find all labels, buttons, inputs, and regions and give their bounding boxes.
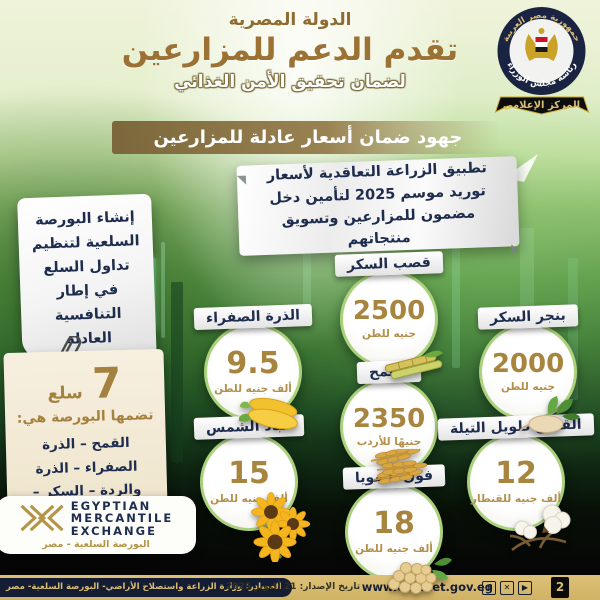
- page-title: تقدم الدعم للمزارعين: [121, 32, 459, 68]
- chart-bar-decor: [303, 250, 311, 308]
- commodity-name: بنجر السكر: [477, 304, 579, 330]
- cabinet-logo: جمهورية مصر العربية رئاسة مجلس الوزراء ا…: [494, 7, 590, 115]
- price-unit: جنيه للطن: [361, 328, 417, 340]
- price-value: 18: [373, 506, 415, 541]
- price-value: 2350: [352, 404, 426, 434]
- eagle-emblem-icon: [525, 28, 558, 61]
- chart-bar-decor: [452, 248, 460, 368]
- soybean-icon: [388, 557, 452, 594]
- price-unit: ألف جنيه للطن: [355, 543, 433, 555]
- sugarcane-icon: [384, 350, 443, 380]
- price-circle: 9.5 ألف جنيه للطن: [204, 323, 302, 430]
- price-unit: جنيه للطن: [500, 381, 556, 393]
- price-card-wheat: القمح 2350 جنيهًا للأردب: [333, 359, 445, 487]
- emx-line1: EGYPTIAN: [70, 498, 152, 513]
- price-value: 12: [495, 456, 537, 491]
- cotton-icon: [509, 504, 571, 552]
- emx-line2: MERCANTILE: [70, 511, 174, 526]
- chart-bar-decor: [161, 242, 165, 338]
- price-circle: 2500 جنيه للطن: [340, 270, 443, 380]
- price-card-cotton: القطن طويل التيلة 12 ألف جنيه للقنطار: [437, 413, 595, 552]
- commodity-name: الذرة الصفراء: [193, 303, 313, 331]
- price-value: 15: [228, 456, 270, 491]
- commodities-intro: تضمها البورصة هي:: [16, 407, 154, 427]
- contract-farming-note: تطبيق الزراعة التعاقدية لأسعار توريد موس…: [236, 156, 520, 256]
- commodity-name: قصب السكر: [334, 251, 444, 277]
- chart-bar-decor: [171, 282, 183, 462]
- facebook-icon[interactable]: f: [482, 581, 496, 595]
- price-card-sunflower: عباد الشمس 15 ألف جنيه للطن: [193, 414, 311, 562]
- corn-icon: [239, 397, 298, 430]
- price-value: 2500: [352, 296, 426, 326]
- chart-bar-decor: [568, 258, 578, 400]
- logo-ribbon: [494, 96, 590, 115]
- commodities-count-row: 7 سلع: [4, 358, 165, 408]
- wheat-icon: [368, 449, 429, 487]
- price-card-soybean: فول الصويا 18 ألف جنيه للطن: [338, 464, 452, 594]
- sources-text: المصادر: وزارة الزراعة واستصلاح الأراضي-…: [0, 578, 292, 597]
- emx-arabic-name: البورصة السلعية - مصر: [42, 539, 150, 551]
- footer-bar: المصادر: وزارة الزراعة واستصلاح الأراضي-…: [0, 575, 600, 600]
- contract-farming-text: تطبيق الزراعة التعاقدية لأسعار توريد موس…: [266, 160, 488, 249]
- sunflower-icon: [250, 491, 311, 562]
- commodities-count-word: سلع: [47, 383, 84, 404]
- page-number-badge: 2: [551, 577, 569, 598]
- price-card-corn: الذرة الصفراء 9.5 ألف جنيه للطن: [193, 303, 313, 430]
- youtube-icon[interactable]: ▶: [518, 581, 532, 595]
- price-unit: جنيهًا للأردب: [356, 436, 422, 448]
- social-icons: f ✕ ▶: [482, 581, 532, 595]
- header: الدولة المصرية تقدم الدعم للمزارعين لضما…: [88, 10, 492, 92]
- emx-mark-icon: [20, 505, 64, 532]
- price-card-sugarcane: قصب السكر 2500 جنيه للطن: [333, 251, 445, 380]
- commodities-count: 7: [91, 358, 122, 408]
- price-circle: 18 ألف جنيه للطن: [345, 483, 452, 594]
- price-value: 9.5: [226, 346, 280, 381]
- issue-date: تاريخ الإصدار: 21 أكتوبر 2025: [226, 582, 361, 592]
- x-icon[interactable]: ✕: [500, 581, 514, 595]
- emx-line3: EXCHANGE: [70, 523, 157, 538]
- price-unit: ألف جنيه للطن: [214, 383, 292, 395]
- header-tagline: لضمان تحقيق الأمن الغذائي: [174, 72, 406, 92]
- price-card-sugar-beet: بنجر السكر 2000 جنيه للطن: [472, 304, 584, 433]
- sugar-beet-icon: [519, 396, 580, 433]
- price-unit: ألف جنيه للقنطار: [470, 493, 562, 505]
- price-circle: 15 ألف جنيه للطن: [200, 433, 311, 562]
- price-circle: 2000 جنيه للطن: [479, 323, 580, 433]
- price-circle: 2350 جنيهًا للأردب: [340, 378, 438, 487]
- price-circle: 12 ألف جنيه للقنطار: [467, 433, 571, 552]
- emx-logo: EGYPTIAN MERCANTILE EXCHANGE البورصة الس…: [0, 496, 196, 554]
- section-banner: جهود ضمان أسعار عادلة للمزارعين: [112, 121, 504, 154]
- logo-ribbon-text: المركز الإعلامى: [503, 100, 580, 111]
- price-value: 2000: [491, 349, 565, 379]
- header-subtitle: الدولة المصرية: [228, 10, 352, 30]
